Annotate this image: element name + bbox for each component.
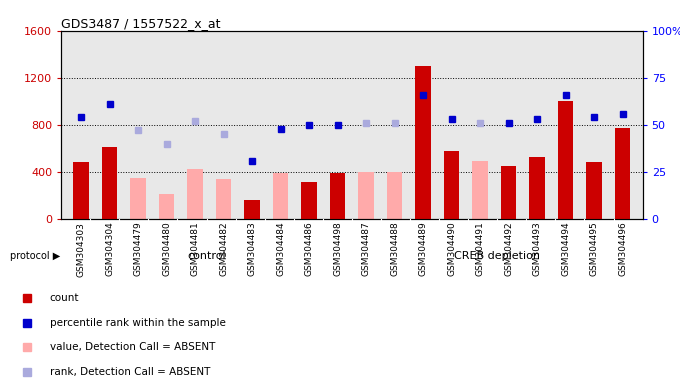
Bar — [216, 179, 231, 219]
Bar — [187, 169, 203, 219]
Bar — [415, 66, 431, 219]
Bar — [73, 162, 89, 219]
Bar — [358, 172, 374, 219]
Bar — [131, 178, 146, 219]
Bar — [473, 161, 488, 219]
Bar — [102, 147, 118, 219]
Text: value, Detection Call = ABSENT: value, Detection Call = ABSENT — [50, 342, 215, 352]
Bar — [529, 157, 545, 219]
Text: count: count — [50, 293, 79, 303]
Text: control: control — [187, 251, 226, 262]
Bar — [244, 200, 260, 219]
Text: CREB depletion: CREB depletion — [454, 251, 540, 262]
Text: rank, Detection Call = ABSENT: rank, Detection Call = ABSENT — [50, 367, 210, 377]
Bar — [273, 173, 288, 219]
Bar — [387, 172, 403, 219]
Bar — [615, 128, 630, 219]
Bar — [500, 166, 517, 219]
Bar — [558, 101, 573, 219]
Bar — [586, 162, 602, 219]
Text: protocol ▶: protocol ▶ — [10, 251, 60, 262]
Bar — [301, 182, 317, 219]
Text: GDS3487 / 1557522_x_at: GDS3487 / 1557522_x_at — [61, 17, 221, 30]
Bar — [330, 173, 345, 219]
Text: percentile rank within the sample: percentile rank within the sample — [50, 318, 225, 328]
Bar — [159, 194, 175, 219]
Bar — [444, 151, 460, 219]
